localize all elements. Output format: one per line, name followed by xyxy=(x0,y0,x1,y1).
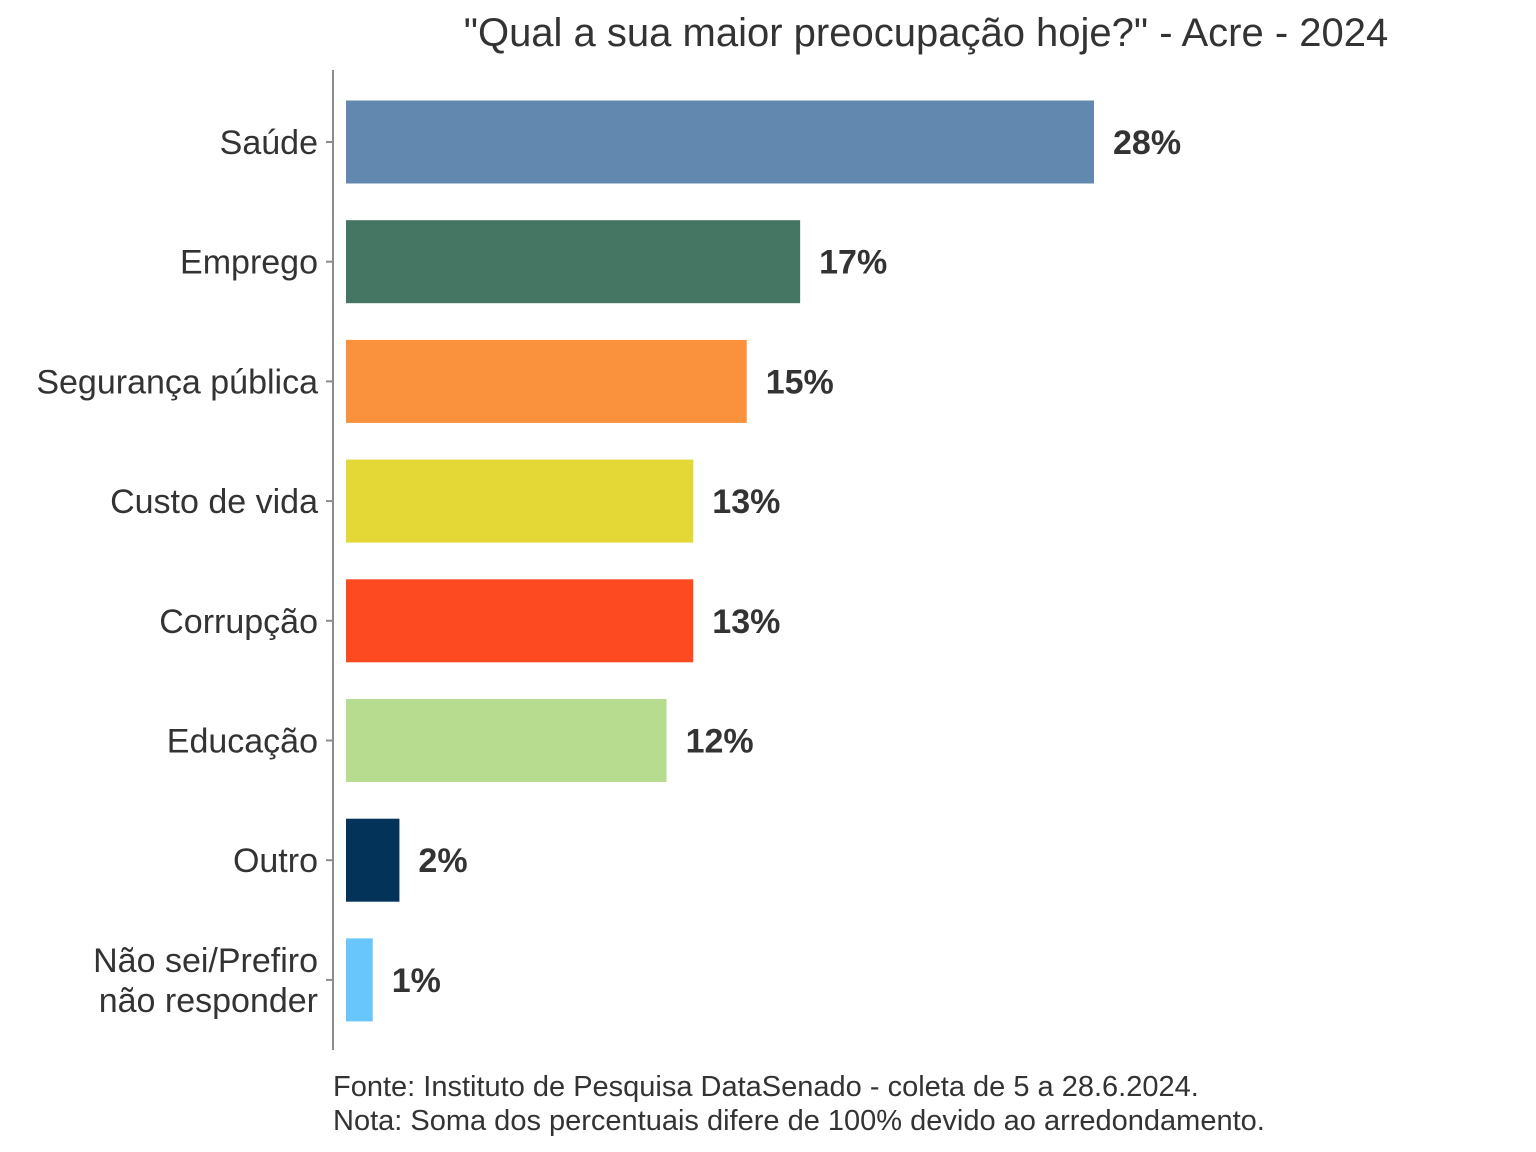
bar xyxy=(346,818,400,902)
bar xyxy=(346,100,1094,184)
value-label: 17% xyxy=(819,244,887,282)
category-label: não responder xyxy=(99,982,318,1020)
category-label: Emprego xyxy=(180,244,318,282)
value-label: 13% xyxy=(712,483,780,521)
category-label: Saúde xyxy=(220,124,318,162)
category-label: Outro xyxy=(233,842,318,880)
value-label: 12% xyxy=(686,723,754,761)
chart-marks: Saúde 28% Emprego 17% Segurança pública 15% Cu… xyxy=(36,100,1181,1022)
value-label: 28% xyxy=(1113,124,1181,162)
category-label: Não sei/Prefiro xyxy=(93,942,318,980)
bar xyxy=(346,699,667,782)
bar xyxy=(346,938,373,1022)
value-label: 15% xyxy=(766,363,834,401)
value-label: 2% xyxy=(418,842,467,880)
category-label: Custo de vida xyxy=(110,483,318,521)
chart-title: "Qual a sua maior preocupação hoje?" - A… xyxy=(464,11,1389,55)
category-label: Corrupção xyxy=(159,603,318,641)
source-caption: Fonte: Instituto de Pesquisa DataSenado … xyxy=(333,1071,1199,1103)
value-label: 1% xyxy=(392,962,441,1000)
bar xyxy=(346,459,694,543)
value-label: 13% xyxy=(712,603,780,641)
bar xyxy=(346,339,747,423)
category-label: Segurança pública xyxy=(36,363,318,401)
bar xyxy=(346,220,801,304)
bar xyxy=(346,579,694,663)
category-label: Educação xyxy=(167,723,318,761)
note-caption: Nota: Soma dos percentuais difere de 100… xyxy=(333,1105,1265,1137)
